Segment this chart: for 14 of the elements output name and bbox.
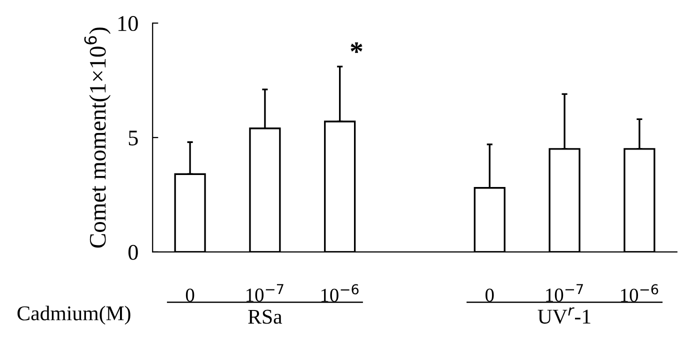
text: RSa [248,310,282,324]
x-tick-label: 10$^{−6}$ [321,284,359,302]
x-tick-label: 0 [486,288,494,302]
x-tick-label: 10$^{−7}$ [546,284,583,302]
annotation: * [350,42,362,53]
y-tick-label: 10 [118,16,138,32]
x-tick-label: 0 [186,288,194,302]
x-axis-title: Cadmium(M) [18,306,130,325]
x-tick-label: 10$^{−7}$ [246,284,284,302]
x-tick-label: 10$^{−6}$ [621,284,658,302]
y-axis-title: Comet moment(1×10$^{6}$) [84,28,111,248]
y-tick-label: 5 [128,130,138,146]
text: UV$^{r}$-1 [538,307,590,324]
y-tick-label: 0 [128,244,138,260]
